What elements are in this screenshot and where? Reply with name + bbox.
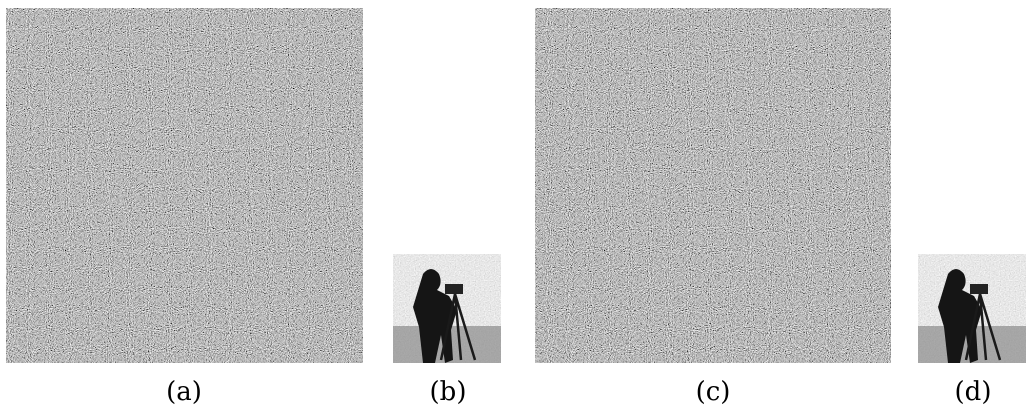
page: {"panels": [{"label": "(a)"}, {"label": … <box>0 0 1026 411</box>
figure: (a) (b) (c) (d) <box>0 0 1026 411</box>
cipher-image <box>6 8 363 363</box>
panel-label: (c) <box>696 377 731 407</box>
decrypted-image <box>393 254 501 363</box>
panel-label: (b) <box>430 377 467 407</box>
cipher-image <box>535 8 891 363</box>
panel-label: (a) <box>166 377 202 407</box>
decrypted-image <box>918 254 1026 363</box>
panel-label: (d) <box>955 377 992 407</box>
